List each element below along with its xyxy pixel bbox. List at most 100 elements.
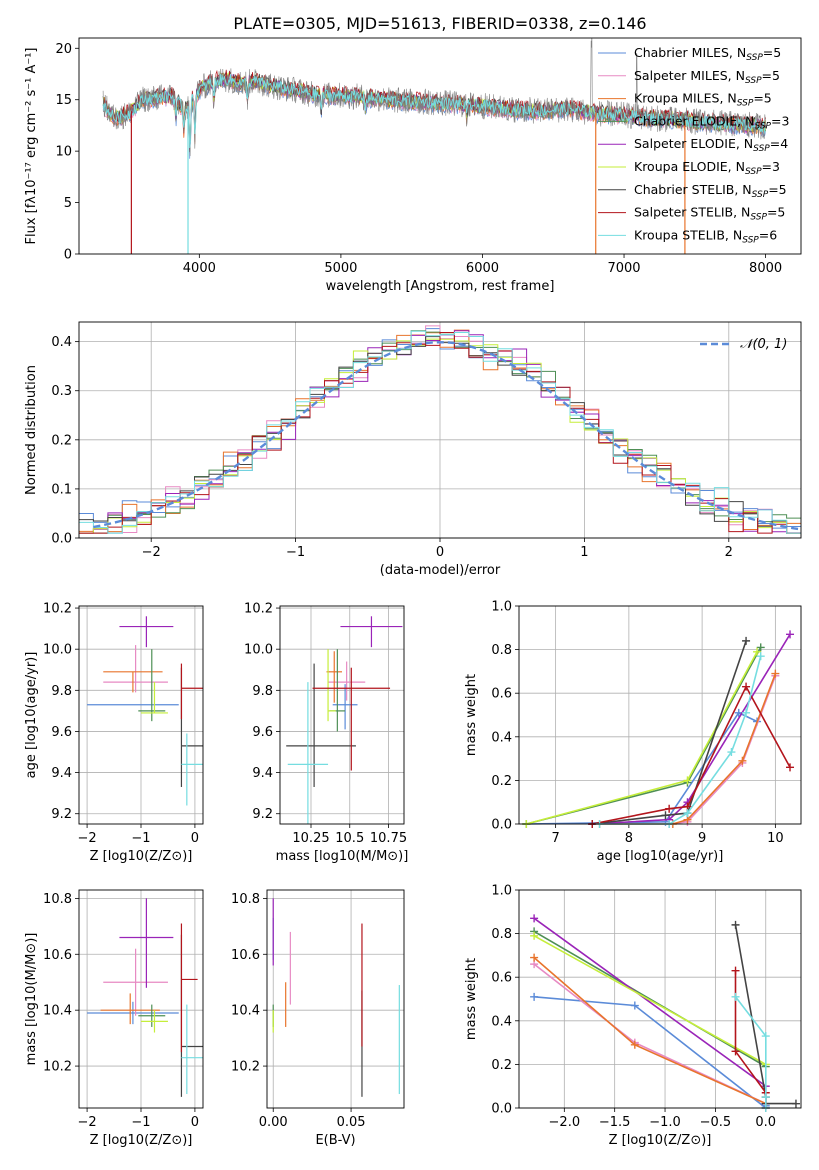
- y-tick-label: 9.2: [51, 807, 72, 822]
- age-vs-Z-panel: −2 −1 0 9.2 9.4 9.6 9.8 10.0 10.2 Z [log10(Z/Z⊙)]…: [24, 602, 204, 864]
- x-tick-label: −2.0: [549, 1115, 581, 1130]
- errorbar-point: [332, 684, 358, 730]
- y-tick-label: 9.6: [51, 725, 72, 740]
- y-tick-label: 5: [64, 196, 72, 211]
- x-axis-label: wavelength [Angstrom, rest frame]: [326, 279, 555, 294]
- errorbar-point: [87, 1001, 179, 1025]
- legend-label: Salpeter MILES, NSSP=5: [634, 68, 780, 86]
- y-tick-label: 0.6: [491, 687, 512, 702]
- x-axis-label: (data-model)/error: [380, 563, 501, 578]
- x-tick-label: 7000: [607, 261, 640, 276]
- weight-marker: [742, 682, 751, 691]
- y-tick-label: 10.8: [43, 892, 72, 907]
- weight-marker: [731, 992, 740, 1001]
- weight-marker: [756, 643, 765, 652]
- x-tick-label: 0: [191, 1115, 199, 1130]
- errorbar-point: [103, 671, 163, 693]
- errorbar-point: [103, 948, 168, 1016]
- weight-marker: [738, 756, 747, 765]
- weight-marker: [630, 1001, 639, 1010]
- axes-frame: [78, 889, 204, 1109]
- legend-label: Salpeter ELODIE, NSSP=4: [634, 136, 788, 154]
- y-axis-label: Flux [fλ10⁻¹⁷ erg cm⁻² s⁻¹ A⁻¹]: [24, 48, 39, 245]
- weight-line: [533, 917, 767, 1104]
- grid-lines: [79, 606, 203, 824]
- grid-lines: [267, 890, 404, 1108]
- y-axis-label: Normed distribution: [24, 365, 39, 495]
- x-tick-label: 0.00: [259, 1115, 288, 1130]
- weight-marker: [753, 647, 762, 656]
- errorbar-point: [328, 661, 366, 701]
- y-tick-label: 10.2: [231, 1060, 260, 1075]
- legend-label: Chabrier MILES, NSSP=5: [634, 45, 781, 63]
- y-axis-label: age [log10(age/yr)]: [24, 652, 39, 779]
- y-tick-label: 0: [64, 248, 72, 263]
- y-tick-label: 9.2: [252, 807, 273, 822]
- weight-marker: [530, 914, 539, 923]
- errorbar-point: [181, 1004, 203, 1095]
- mass-vs-ebv-panel: 0.00 0.05 10.2 10.4 10.6 10.8 E(B-V): [231, 889, 405, 1148]
- axes-frame: [518, 889, 802, 1109]
- x-tick-label: 0: [436, 545, 444, 560]
- grid-lines: [79, 890, 203, 1108]
- y-tick-label: 10: [55, 145, 72, 160]
- x-tick-label: 1: [580, 545, 588, 560]
- weight-marker: [665, 804, 674, 813]
- errorbar-point: [119, 616, 174, 648]
- legend-label: 𝒩(0, 1): [740, 337, 787, 352]
- y-axis-label: mass weight: [464, 674, 479, 756]
- weight-line: [526, 647, 762, 825]
- x-axis-label: Z [log10(Z/Z⊙)]: [609, 1133, 712, 1148]
- errorbar-point: [327, 649, 336, 722]
- spectrum-panel: 4000 5000 6000 7000 8000 0 5 10 15 20 wavelength […: [24, 37, 802, 294]
- weight-line: [592, 633, 791, 825]
- weight-marker: [786, 630, 795, 639]
- x-tick-label: 8000: [749, 261, 782, 276]
- weight-vs-Z-panel: −2.0 −1.5 −1.0 −0.5 0.0 0.0 0.2 0.4 0.6 0.8 1.0 Z […: [464, 884, 802, 1148]
- y-tick-label: 0.8: [491, 927, 512, 942]
- x-tick-label: 4000: [183, 261, 216, 276]
- grid-lines: [519, 605, 801, 825]
- legend-label: Chabrier STELIB, NSSP=5: [634, 182, 787, 200]
- x-tick-label: 10.5: [335, 831, 364, 846]
- legend-label: Kroupa ELODIE, NSSP=3: [634, 159, 780, 177]
- y-axis-label: mass [log10(M/M⊙)]: [24, 933, 39, 1066]
- errorbar-point: [119, 898, 174, 988]
- errorbar-point: [141, 682, 168, 714]
- y-tick-label: 20: [55, 42, 72, 57]
- x-axis-label: E(B-V): [315, 1133, 355, 1148]
- weight-marker: [771, 669, 780, 678]
- errorbar-point: [138, 1004, 166, 1027]
- errorbar-point: [286, 663, 356, 787]
- y-tick-label: 0.2: [491, 774, 512, 789]
- figure-title: PLATE=0305, MJD=51613, FIBERID=0338, z=0…: [233, 14, 646, 33]
- spectrum-model-kroupa-elodie: [102, 72, 766, 149]
- y-tick-label: 10.0: [244, 643, 273, 658]
- axes-frame: [518, 605, 802, 825]
- y-tick-label: 10.4: [43, 1004, 72, 1019]
- weight-marker: [530, 953, 539, 962]
- legend-label: Chabrier ELODIE, NSSP=3: [634, 113, 789, 131]
- weight-marker: [731, 1047, 740, 1056]
- axes-frame: [279, 605, 405, 825]
- weight-marker: [761, 1093, 770, 1102]
- errorbar-point: [180, 934, 203, 1097]
- x-tick-label: −2: [142, 545, 161, 560]
- y-tick-label: 0.4: [491, 1014, 512, 1029]
- weight-marker: [727, 748, 736, 757]
- weight-line: [533, 930, 767, 1068]
- weight-vs-age-panel: 7 8 9 10 0.0 0.2 0.4 0.6 0.8 1.0 age [log10(age/yr…: [464, 600, 802, 864]
- y-tick-label: 10.4: [231, 1004, 260, 1019]
- weight-marker: [683, 776, 692, 785]
- x-axis-label: Z [log10(Z/Z⊙)]: [90, 1133, 193, 1148]
- errorbar-point: [180, 667, 203, 787]
- weight-marker: [683, 809, 692, 818]
- x-tick-label: 7: [551, 831, 559, 846]
- x-tick-label: 8: [625, 831, 633, 846]
- y-tick-label: 10.2: [244, 602, 273, 617]
- spectrum-model-kroupa-stelib: [102, 73, 766, 149]
- weight-line: [533, 963, 767, 1105]
- y-tick-label: 0.1: [51, 482, 72, 497]
- weight-marker: [791, 1099, 800, 1108]
